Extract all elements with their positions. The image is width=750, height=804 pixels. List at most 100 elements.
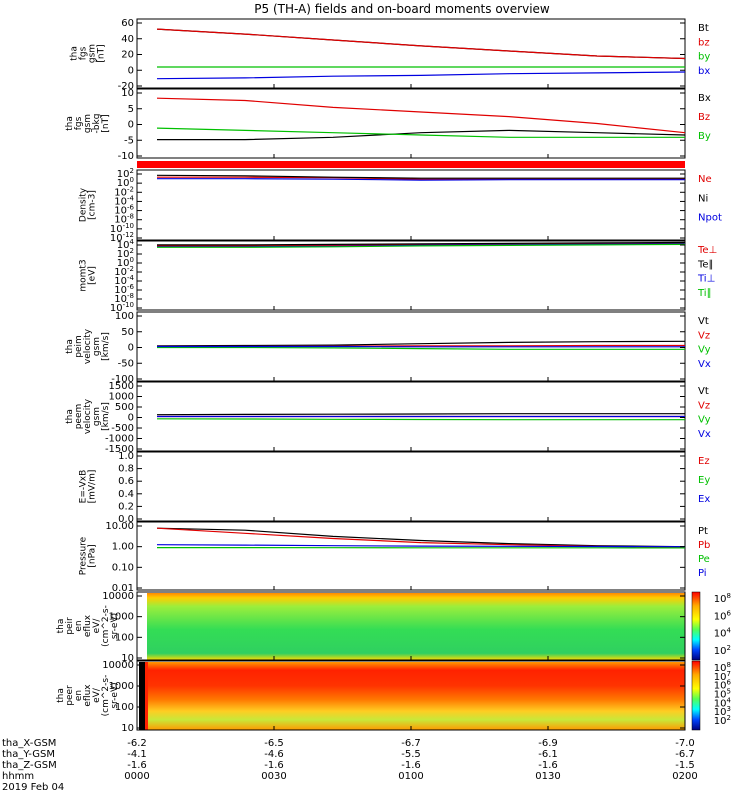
y-tick-label: -1000: [105, 434, 134, 445]
y-axis-label: [km/s]: [101, 402, 111, 431]
spectrogram-image: [147, 662, 685, 730]
x-row-value: -6.9: [538, 738, 558, 749]
legend-Vy: Vy: [698, 415, 711, 426]
y-tick-label: 100: [115, 311, 134, 322]
y-tick-label: 0.8: [118, 464, 134, 475]
x-row-label: hhmm: [2, 771, 34, 782]
y-tick-label: 10000: [102, 660, 134, 671]
y-axis-label: [cm-3]: [88, 190, 98, 220]
x-row-value: -4.1: [127, 749, 147, 760]
legend-Te⊥: Te⊥: [697, 245, 717, 256]
x-row-value: 0130: [535, 771, 560, 782]
y-tick-label: 1.0: [118, 451, 134, 462]
spectrogram-edge: [145, 662, 148, 730]
legend-Bz: Bz: [698, 112, 710, 123]
legend-Ni: Ni: [698, 193, 708, 204]
colorbar-tick-label: 102: [714, 714, 731, 727]
y-tick-label: 0: [128, 413, 134, 424]
legend-Ne: Ne: [698, 174, 712, 185]
x-row-value: -1.6: [127, 760, 147, 771]
x-row-value: 0030: [261, 771, 286, 782]
legend-bx: bx: [698, 66, 710, 77]
x-row-value: 0000: [124, 771, 149, 782]
legend-Vt: Vt: [698, 316, 709, 327]
red-strip: [137, 161, 685, 168]
legend-Vx: Vx: [698, 359, 711, 370]
y-axis-label: [mV/m]: [88, 470, 98, 504]
y-tick-label: 0.2: [118, 501, 134, 512]
x-row-value: -6.7: [675, 749, 695, 760]
y-tick-label: 1500: [109, 381, 134, 392]
y-tick-label: 50: [121, 327, 134, 338]
legend-by: by: [698, 52, 710, 63]
y-tick-label: 0: [128, 120, 134, 131]
legend-Vt: Vt: [698, 386, 709, 397]
legend-Ez: Ez: [698, 456, 710, 467]
spectrogram-image: [147, 593, 685, 660]
x-row-value: -1.6: [401, 760, 421, 771]
legend-Npot: Npot: [698, 213, 722, 224]
y-axis-label: [km/s]: [101, 332, 111, 361]
x-row-value: -6.7: [401, 738, 421, 749]
colorbar-tick-label: 106: [714, 609, 732, 622]
figure-title: P5 (TH-A) fields and on-board moments ov…: [254, 2, 550, 16]
x-row-value: 0200: [672, 771, 697, 782]
y-tick-label: 10: [121, 88, 134, 99]
x-row-value: -1.6: [264, 760, 284, 771]
panel-frame: [137, 452, 685, 521]
colorbar: [692, 592, 700, 660]
y-tick-label: 1000: [109, 392, 134, 403]
legend-By: By: [698, 131, 711, 142]
x-row-value: -5.5: [401, 749, 421, 760]
legend-Vz: Vz: [698, 400, 710, 411]
x-row-value: -7.0: [675, 738, 695, 749]
colorbar: [692, 661, 700, 730]
x-row-value: -4.6: [264, 749, 284, 760]
x-row-value: -6.2: [127, 738, 147, 749]
x-row-label: tha_X-GSM: [2, 738, 56, 749]
legend-Ti⊥: Ti⊥: [697, 274, 715, 285]
legend-Vz: Vz: [698, 330, 710, 341]
legend-Ey: Ey: [698, 475, 710, 486]
y-tick-label: -5: [124, 135, 134, 146]
y-tick-label: 0.6: [118, 476, 134, 487]
y-tick-label: 20: [121, 50, 134, 61]
x-row-label: tha_Z-GSM: [2, 760, 57, 771]
x-row-value: -6.1: [538, 749, 558, 760]
y-tick-label: 60: [121, 18, 134, 29]
y-tick-label: 5: [128, 104, 134, 115]
y-tick-label: 1.00: [112, 542, 134, 553]
legend-Bx: Bx: [698, 93, 711, 104]
legend-bz: bz: [698, 37, 710, 48]
legend-Bt: Bt: [698, 23, 709, 34]
date-label: 2019 Feb 04: [2, 782, 64, 793]
y-axis-label: [nPa]: [88, 544, 98, 567]
x-row-value: -6.5: [264, 738, 284, 749]
legend-Pt: Pt: [698, 526, 708, 537]
y-tick-label: 40: [121, 34, 134, 45]
y-axis-label: [eV]: [88, 266, 98, 285]
y-tick-label: 0.4: [118, 489, 134, 500]
x-row-value: -1.5: [675, 760, 695, 771]
legend-Pi: Pi: [698, 568, 707, 579]
legend-Vy: Vy: [698, 345, 711, 356]
y-tick-label: -10: [118, 151, 134, 162]
legend-Ex: Ex: [698, 494, 710, 505]
y-tick-label: 10.00: [105, 521, 134, 532]
y-tick-label: -500: [111, 423, 134, 434]
colorbar-tick-label: 102: [714, 644, 731, 657]
y-tick-label: 10000: [102, 591, 134, 602]
y-axis-label: [nT]: [101, 114, 111, 132]
legend-Te∥: Te∥: [697, 259, 714, 270]
y-axis-label: sr-eV): [110, 682, 120, 708]
legend-Vx: Vx: [698, 429, 711, 440]
legend-Pb: Pb: [698, 540, 710, 551]
legend-Pe: Pe: [698, 554, 710, 565]
colorbar-tick-label: 108: [714, 592, 731, 605]
y-tick-label: 10: [121, 723, 134, 734]
y-tick-label: 0.10: [112, 562, 134, 573]
y-tick-label: 500: [115, 402, 134, 413]
x-row-value: -1.6: [538, 760, 558, 771]
colorbar-tick-label: 104: [714, 627, 732, 640]
